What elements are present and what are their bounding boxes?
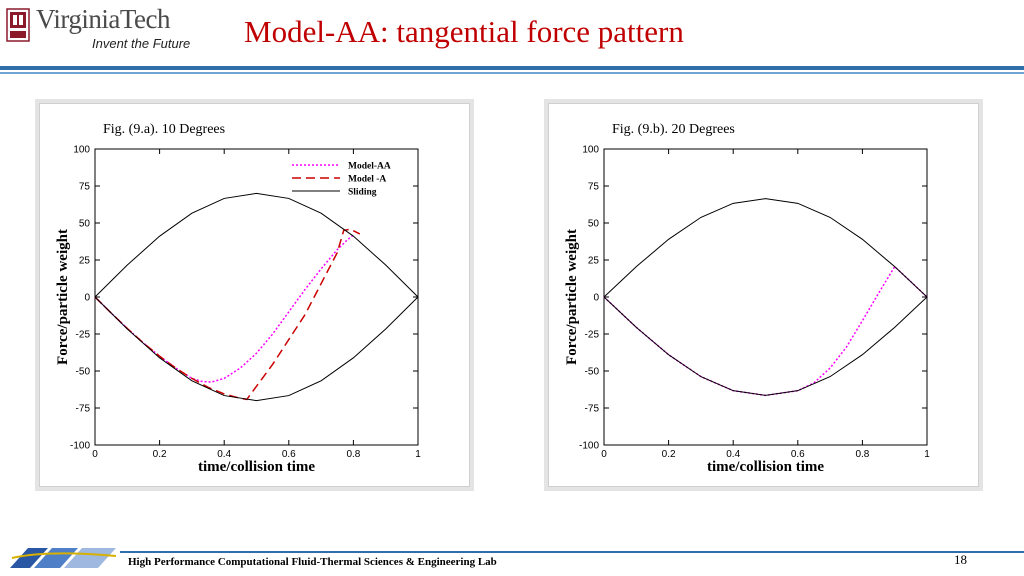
- chart-20-degrees: Fig. (9.b). 20 Degrees 100 75 50 25 0 -25 -50 -7…: [564, 122, 930, 475]
- y-tick-label: 75: [588, 182, 600, 193]
- y-tick-label: -75: [585, 404, 600, 415]
- y-tick-label: 0: [84, 293, 90, 304]
- x-tick-label: 1: [924, 449, 930, 460]
- header-rule-thin: [0, 72, 1024, 74]
- x-axis-label: time/collision time: [707, 459, 824, 475]
- x-tick-label: 0.4: [217, 449, 231, 460]
- x-tick-label: 0.2: [153, 449, 167, 460]
- chart-panel-20-degrees: Fig. (9.b). 20 Degrees 100 75 50 25 0 -25 -50 -7…: [548, 103, 979, 487]
- x-tick-label: 0: [601, 449, 607, 460]
- x-axis-label: time/collision time: [198, 459, 315, 475]
- header-rule: [0, 66, 1024, 70]
- y-tick-label: 100: [582, 145, 599, 156]
- slide-title: Model-AA: tangential force pattern: [244, 14, 684, 49]
- logo-wordmark: VirginiaTech: [36, 4, 170, 34]
- university-seal-icon: [6, 8, 30, 42]
- plot-frame: [603, 148, 928, 446]
- y-tick-label: -25: [76, 330, 91, 341]
- y-tick-label: -25: [585, 330, 600, 341]
- series-line-model-aa: [94, 234, 354, 383]
- series-line-series-1: [603, 198, 928, 396]
- series-line-model-a: [94, 228, 361, 401]
- y-axis-label: Force/particle weight: [564, 229, 580, 365]
- y-tick-label: -50: [76, 367, 91, 378]
- chart-panel-10-degrees: Fig. (9.a). 10 Degrees 100 75 50 25 0 -25 -50 -7…: [39, 103, 470, 487]
- x-tick-label: 1: [415, 449, 421, 460]
- chart-title: Fig. (9.b). 20 Degrees: [612, 122, 735, 137]
- legend-entry: Sliding: [348, 188, 377, 198]
- footer-rule: [120, 551, 1024, 553]
- y-tick-label: 50: [588, 219, 600, 230]
- page-number: 18: [954, 552, 967, 567]
- x-tick-label: 0: [92, 449, 98, 460]
- legend-entry: Model -A: [348, 175, 386, 185]
- y-tick-label: 25: [588, 256, 600, 267]
- hpcfd-lab-logo: [10, 548, 117, 568]
- y-tick-label: -75: [76, 404, 91, 415]
- y-tick-label: 75: [79, 182, 91, 193]
- series-line-sliding: [94, 192, 419, 402]
- y-tick-label: -100: [579, 441, 599, 452]
- y-tick-label: 100: [73, 145, 90, 156]
- x-tick-label: 0.8: [346, 449, 360, 460]
- virginia-tech-logo: VirginiaTech Invent the Future: [6, 4, 206, 56]
- x-tick-label: 0.8: [855, 449, 869, 460]
- legend-entry: Model-AA: [348, 162, 391, 172]
- y-tick-label: -100: [70, 441, 90, 452]
- y-tick-label: 50: [79, 219, 91, 230]
- y-tick-label: -50: [585, 367, 600, 378]
- chart-title: Fig. (9.a). 10 Degrees: [103, 122, 225, 137]
- y-axis-label: Force/particle weight: [55, 229, 71, 365]
- x-tick-label: 0.6: [791, 449, 805, 460]
- logo-tagline: Invent the Future: [92, 36, 191, 51]
- y-tick-label: 25: [79, 256, 91, 267]
- footer-lab-name: High Performance Computational Fluid-The…: [128, 556, 497, 568]
- series-line-series-0: [603, 265, 928, 397]
- chart-10-degrees: Fig. (9.a). 10 Degrees 100 75 50 25 0 -25 -50 -7…: [55, 122, 421, 475]
- x-tick-label: 0.6: [282, 449, 296, 460]
- x-tick-label: 0.2: [662, 449, 676, 460]
- y-tick-label: 0: [593, 293, 599, 304]
- x-tick-label: 0.4: [726, 449, 740, 460]
